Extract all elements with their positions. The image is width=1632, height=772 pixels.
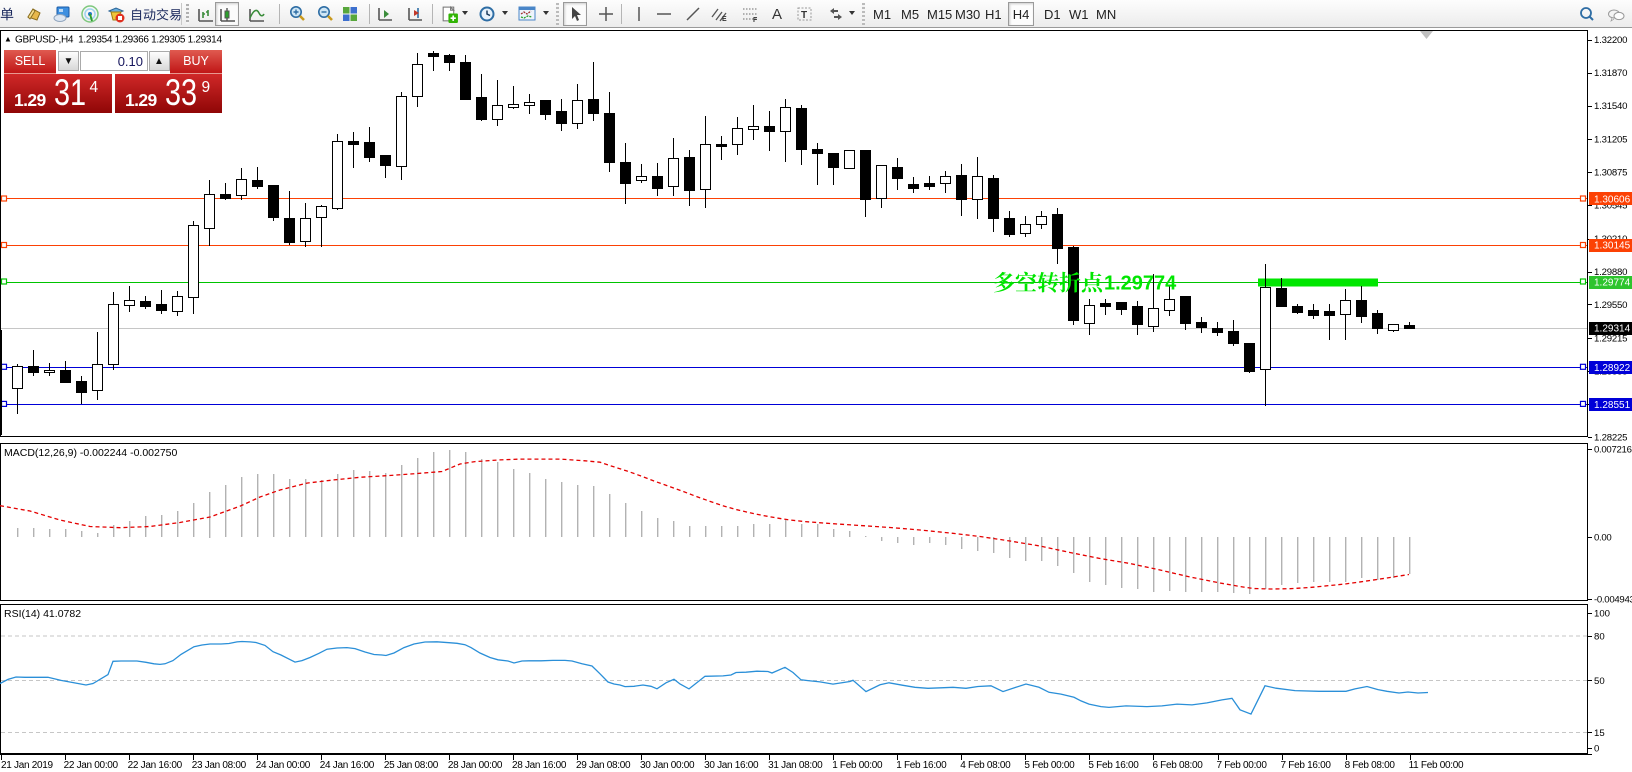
svg-text:1.29880: 1.29880 bbox=[1594, 267, 1627, 278]
svg-text:30 Jan 16:00: 30 Jan 16:00 bbox=[704, 760, 759, 771]
svg-text:1.30606: 1.30606 bbox=[1594, 194, 1631, 205]
svg-text:23 Jan 08:00: 23 Jan 08:00 bbox=[192, 760, 247, 771]
svg-text:1.29550: 1.29550 bbox=[1594, 300, 1627, 311]
svg-text:1.28922: 1.28922 bbox=[1594, 363, 1631, 374]
svg-text:24 Jan 16:00: 24 Jan 16:00 bbox=[320, 760, 375, 771]
svg-text:1 Feb 00:00: 1 Feb 00:00 bbox=[832, 760, 883, 771]
svg-text:22 Jan 16:00: 22 Jan 16:00 bbox=[128, 760, 183, 771]
svg-text:1.32200: 1.32200 bbox=[1594, 35, 1627, 46]
svg-text:1.31870: 1.31870 bbox=[1594, 68, 1627, 79]
svg-text:RSI(14) 41.0782: RSI(14) 41.0782 bbox=[4, 608, 81, 620]
svg-text:25 Jan 08:00: 25 Jan 08:00 bbox=[384, 760, 439, 771]
svg-text:▲: ▲ bbox=[4, 35, 12, 44]
svg-text:30 Jan 00:00: 30 Jan 00:00 bbox=[640, 760, 695, 771]
svg-text:4 Feb 08:00: 4 Feb 08:00 bbox=[960, 760, 1011, 771]
svg-text:1.29215: 1.29215 bbox=[1594, 334, 1627, 345]
svg-text:T: T bbox=[801, 10, 807, 21]
svg-text:7 Feb 16:00: 7 Feb 16:00 bbox=[1281, 760, 1332, 771]
svg-text:31 Jan 08:00: 31 Jan 08:00 bbox=[768, 760, 823, 771]
svg-text:1 Feb 16:00: 1 Feb 16:00 bbox=[896, 760, 947, 771]
svg-text:28 Jan 16:00: 28 Jan 16:00 bbox=[512, 760, 567, 771]
svg-text:0.00: 0.00 bbox=[1594, 533, 1611, 544]
svg-text:22 Jan 00:00: 22 Jan 00:00 bbox=[64, 760, 119, 771]
svg-text:-0.004943: -0.004943 bbox=[1594, 595, 1632, 606]
svg-text:15: 15 bbox=[1594, 728, 1605, 739]
svg-text:E: E bbox=[722, 16, 727, 23]
svg-text:F: F bbox=[753, 17, 758, 23]
svg-text:11 Feb 00:00: 11 Feb 00:00 bbox=[1409, 760, 1464, 771]
svg-text:5 Feb 16:00: 5 Feb 16:00 bbox=[1088, 760, 1139, 771]
svg-text:29 Jan 08:00: 29 Jan 08:00 bbox=[576, 760, 631, 771]
svg-text:0.007216: 0.007216 bbox=[1594, 445, 1632, 456]
svg-text:1.29774: 1.29774 bbox=[1594, 278, 1631, 289]
svg-text:24 Jan 00:00: 24 Jan 00:00 bbox=[256, 760, 311, 771]
svg-text:6 Feb 08:00: 6 Feb 08:00 bbox=[1152, 760, 1203, 771]
svg-text:1.31205: 1.31205 bbox=[1594, 135, 1627, 146]
svg-text:21 Jan 2019: 21 Jan 2019 bbox=[1, 760, 53, 771]
svg-text:0: 0 bbox=[1594, 744, 1599, 755]
svg-text:1.28225: 1.28225 bbox=[1594, 433, 1627, 444]
svg-text:1.28551: 1.28551 bbox=[1594, 400, 1631, 411]
svg-text:100: 100 bbox=[1594, 609, 1610, 620]
svg-text:5 Feb 00:00: 5 Feb 00:00 bbox=[1024, 760, 1075, 771]
svg-text:50: 50 bbox=[1594, 676, 1605, 687]
svg-text:8 Feb 08:00: 8 Feb 08:00 bbox=[1345, 760, 1396, 771]
svg-text:MACD(12,26,9) -0.002244 -0.002: MACD(12,26,9) -0.002244 -0.002750 bbox=[4, 447, 178, 459]
svg-text:28 Jan 00:00: 28 Jan 00:00 bbox=[448, 760, 503, 771]
svg-text:GBPUSD-,H4 1.29354 1.29366 1.: GBPUSD-,H4 1.29354 1.29366 1.29305 1.293… bbox=[15, 35, 222, 46]
svg-text:7 Feb 00:00: 7 Feb 00:00 bbox=[1217, 760, 1268, 771]
svg-text:1.29774: 1.29774 bbox=[1104, 273, 1177, 295]
svg-text:1.31540: 1.31540 bbox=[1594, 101, 1627, 112]
svg-text:1.30145: 1.30145 bbox=[1594, 241, 1631, 252]
svg-text:80: 80 bbox=[1594, 632, 1605, 643]
svg-text:1.30875: 1.30875 bbox=[1594, 168, 1627, 179]
svg-text:1.30545: 1.30545 bbox=[1594, 201, 1627, 212]
svg-text:1.29314: 1.29314 bbox=[1594, 324, 1631, 335]
